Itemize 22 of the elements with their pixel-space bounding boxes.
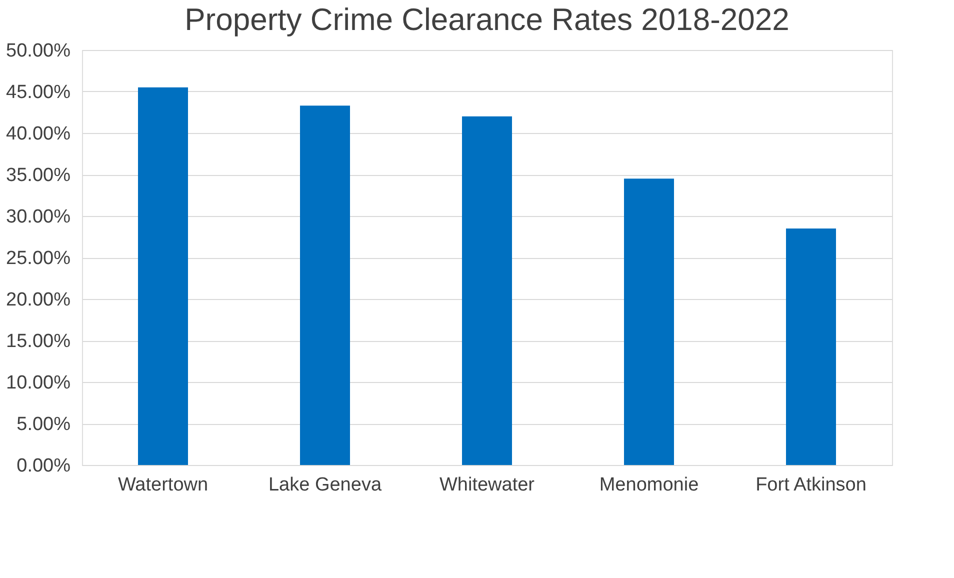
y-tick-label: 20.00% (6, 290, 71, 310)
y-tick-label: 30.00% (6, 206, 71, 228)
y-tick-label: 0.00% (16, 456, 71, 476)
bar (138, 87, 188, 465)
y-tick-label: 25.00% (6, 248, 71, 269)
x-tick-label: Menomonie (599, 474, 699, 496)
y-tick-label: 45.00% (6, 82, 71, 103)
y-tick-label: 50.00% (6, 40, 71, 62)
bar (786, 228, 836, 465)
bar (624, 178, 674, 465)
y-tick-label: 5.00% (16, 414, 71, 435)
x-tick-label: Watertown (118, 474, 208, 496)
chart-title: Property Crime Clearance Rates 2018-2022 (184, 2, 790, 37)
y-tick-label: 40.00% (6, 124, 71, 144)
x-tick-label: Lake Geneva (268, 474, 382, 496)
x-tick-label: Whitewater (439, 474, 536, 496)
y-tick-label: 35.00% (6, 165, 71, 186)
y-tick-label: 10.00% (6, 372, 71, 394)
bar (300, 106, 350, 465)
y-tick-label: 15.00% (6, 331, 71, 352)
x-tick-label: Fort Atkinson (756, 474, 866, 496)
bar (462, 116, 512, 465)
